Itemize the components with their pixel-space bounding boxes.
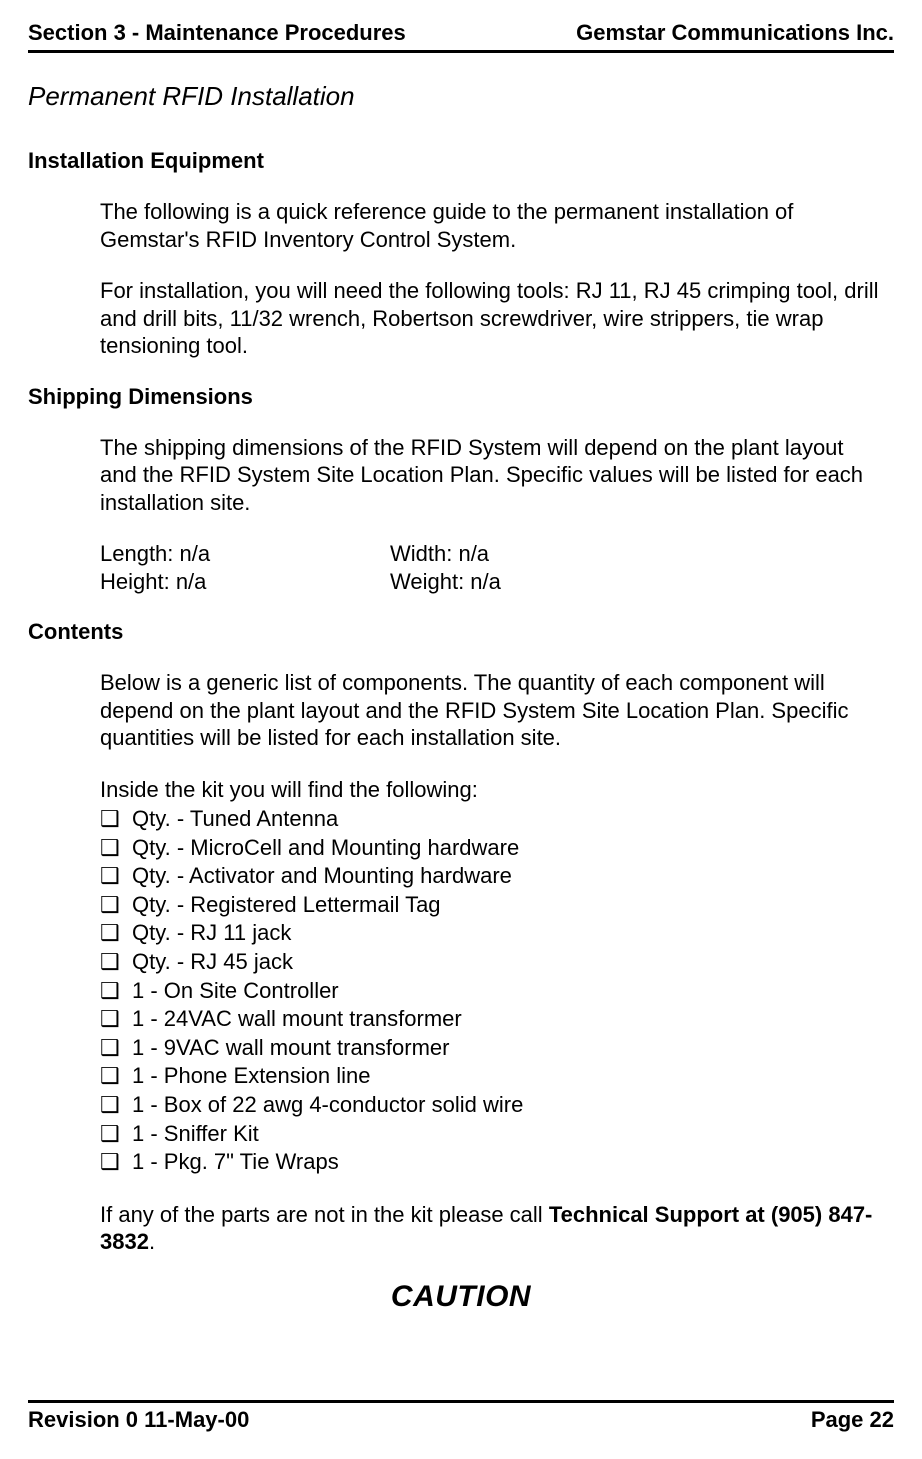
dimensions-block: Length: n/a Width: n/a Height: n/a Weigh… [100, 540, 884, 595]
contents-paragraph-2: Inside the kit you will find the followi… [100, 776, 884, 804]
list-item: 1 - Sniffer Kit [100, 1120, 884, 1149]
dim-length: Length: n/a [100, 540, 390, 568]
equipment-paragraph-1: The following is a quick reference guide… [100, 198, 884, 253]
footer-left: Revision 0 11-May-00 [28, 1407, 249, 1433]
dim-width: Width: n/a [390, 540, 489, 568]
header-left: Section 3 - Maintenance Procedures [28, 20, 406, 46]
support-text-pre: If any of the parts are not in the kit p… [100, 1202, 549, 1227]
dim-weight: Weight: n/a [390, 568, 501, 596]
list-item: Qty. - Tuned Antenna [100, 805, 884, 834]
equipment-paragraph-2: For installation, you will need the foll… [100, 277, 884, 360]
contents-paragraph-1: Below is a generic list of components. T… [100, 669, 884, 752]
list-item: 1 - 24VAC wall mount transformer [100, 1005, 884, 1034]
heading-shipping-dimensions: Shipping Dimensions [28, 384, 894, 410]
list-item: Qty. - Activator and Mounting hardware [100, 862, 884, 891]
list-item: 1 - Phone Extension line [100, 1062, 884, 1091]
heading-contents: Contents [28, 619, 894, 645]
list-item: Qty. - RJ 11 jack [100, 919, 884, 948]
list-item: Qty. - Registered Lettermail Tag [100, 891, 884, 920]
list-item: 1 - Pkg. 7" Tie Wraps [100, 1148, 884, 1177]
shipping-paragraph: The shipping dimensions of the RFID Syst… [100, 434, 884, 517]
caution-heading: CAUTION [28, 1280, 894, 1314]
heading-installation-equipment: Installation Equipment [28, 148, 894, 174]
support-paragraph: If any of the parts are not in the kit p… [100, 1201, 884, 1256]
support-text-post: . [149, 1229, 155, 1254]
page-title: Permanent RFID Installation [28, 81, 894, 112]
header-right: Gemstar Communications Inc. [576, 20, 894, 46]
dim-height: Height: n/a [100, 568, 390, 596]
contents-list: Qty. - Tuned Antenna Qty. - MicroCell an… [100, 805, 884, 1177]
list-item: 1 - On Site Controller [100, 977, 884, 1006]
footer-right: Page 22 [811, 1407, 894, 1433]
page-header: Section 3 - Maintenance Procedures Gemst… [28, 20, 894, 53]
list-item: 1 - Box of 22 awg 4-conductor solid wire [100, 1091, 884, 1120]
list-item: Qty. - MicroCell and Mounting hardware [100, 834, 884, 863]
list-item: Qty. - RJ 45 jack [100, 948, 884, 977]
page-footer: Revision 0 11-May-00 Page 22 [28, 1400, 894, 1433]
list-item: 1 - 9VAC wall mount transformer [100, 1034, 884, 1063]
